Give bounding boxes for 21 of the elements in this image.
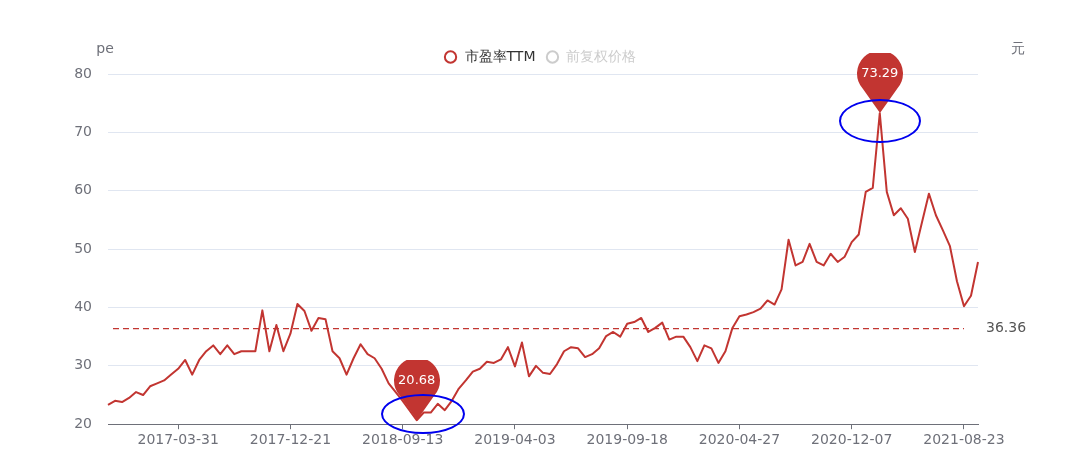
y-tick-label: 40: [74, 298, 92, 315]
x-tick-label: 2019-04-03: [474, 431, 556, 448]
x-tick-label: 2018-09-13: [361, 431, 444, 448]
y-tick-label: 70: [74, 123, 92, 140]
ref-line-label: 36.36: [986, 319, 1027, 336]
y-axis-title: pe: [96, 39, 114, 56]
y-tick-label: 50: [74, 239, 92, 256]
y-tick-label: 80: [74, 64, 92, 81]
y-tick-label: 30: [74, 356, 92, 373]
x-tick-label: 2020-04-27: [698, 431, 781, 448]
annotation: 73.29: [860, 64, 900, 83]
x-tick-label: 2020-12-07: [811, 431, 893, 448]
y2-axis-title: 元: [1011, 39, 1025, 56]
y-tick-label: 60: [74, 181, 92, 198]
x-tick-label: 2017-03-31: [137, 431, 219, 448]
x-tick-label: 2021-08-23: [923, 431, 1005, 448]
x-tick-label: 2017-12-21: [249, 431, 332, 448]
annotation: 20.68: [397, 371, 437, 390]
y-tick-label: 20: [74, 414, 92, 431]
legend-label: 市盈率TTM: [464, 47, 536, 64]
x-tick-label: 2019-09-18: [586, 431, 668, 448]
